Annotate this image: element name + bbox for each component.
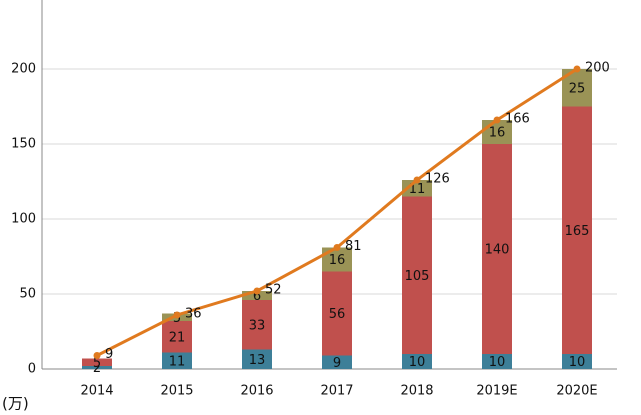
data-label: 165 [565,224,590,239]
bar-segment [162,321,192,353]
x-tick-label: 2019E [476,384,517,399]
bar-segment [562,106,592,354]
bar-segment [482,354,512,369]
line-point [573,65,581,73]
line-point [173,311,181,319]
data-label: 16 [329,253,346,268]
bar-segment [82,358,112,366]
total-label: 81 [345,239,362,254]
bar-segment [322,355,352,369]
data-label: 6 [253,289,261,304]
total-label: 9 [105,347,113,362]
bar-segment [402,196,432,354]
total-label: 36 [185,307,202,322]
data-label: 21 [169,330,186,345]
bar-segment [402,354,432,369]
y-tick-label: 50 [19,287,36,302]
total-label: 200 [585,61,610,76]
x-tick-label: 2018 [400,384,433,399]
total-label: 166 [505,112,530,127]
line-point [253,287,261,295]
x-tick-label: 2014 [80,384,113,399]
line-point [93,352,101,359]
bar-segment [242,291,272,300]
data-label: 9 [333,356,341,371]
line-point [493,116,501,124]
total-label: 126 [425,172,450,187]
bar-segment [82,366,112,369]
data-label: 10 [409,355,426,370]
bar-segment [402,180,432,197]
data-label: 56 [329,307,346,322]
data-label: 16 [489,126,506,141]
data-label: 10 [489,355,506,370]
data-label: 11 [409,182,426,197]
data-label: 105 [405,269,430,284]
data-label: 11 [169,354,186,369]
data-label: 25 [569,81,586,96]
x-tick-label: 2016 [240,384,273,399]
line-point [333,244,341,251]
bar-segment [242,349,272,369]
y-tick-label: 100 [11,212,36,227]
line-point [413,176,421,184]
y-tick-label: 0 [28,362,36,377]
bar-segment [482,144,512,354]
bar-segment [162,352,192,369]
unit-label: (万) [2,395,29,413]
x-tick-label: 2015 [160,384,193,399]
data-label: 140 [485,243,510,258]
data-label: 2 [93,361,101,376]
data-label: 33 [249,318,266,333]
x-tick-label: 2017 [320,384,353,399]
x-tick-label: 2020E [556,384,597,399]
bar-segment [562,354,592,369]
data-label: 5 [93,356,101,371]
data-label: 10 [569,355,586,370]
data-label: 13 [249,353,266,368]
total-label: 52 [265,283,282,298]
bar-segment [242,300,272,350]
bar-segment [482,120,512,144]
y-tick-label: 150 [11,137,36,152]
bar-segment [322,271,352,356]
y-tick-label: 200 [11,62,36,77]
